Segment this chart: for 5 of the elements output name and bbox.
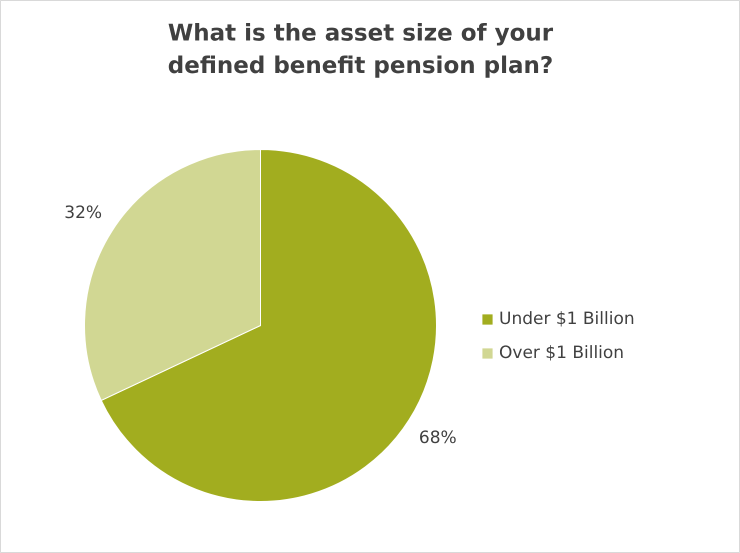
chart-title: What is the asset size of your defined benefit pension plan? (168, 20, 554, 79)
data-label: 32% (64, 202, 102, 223)
data-label: 68% (418, 428, 457, 448)
legend-label: Over $1 Billion (499, 343, 624, 363)
legend-label: Under $1 Billion (499, 309, 635, 329)
